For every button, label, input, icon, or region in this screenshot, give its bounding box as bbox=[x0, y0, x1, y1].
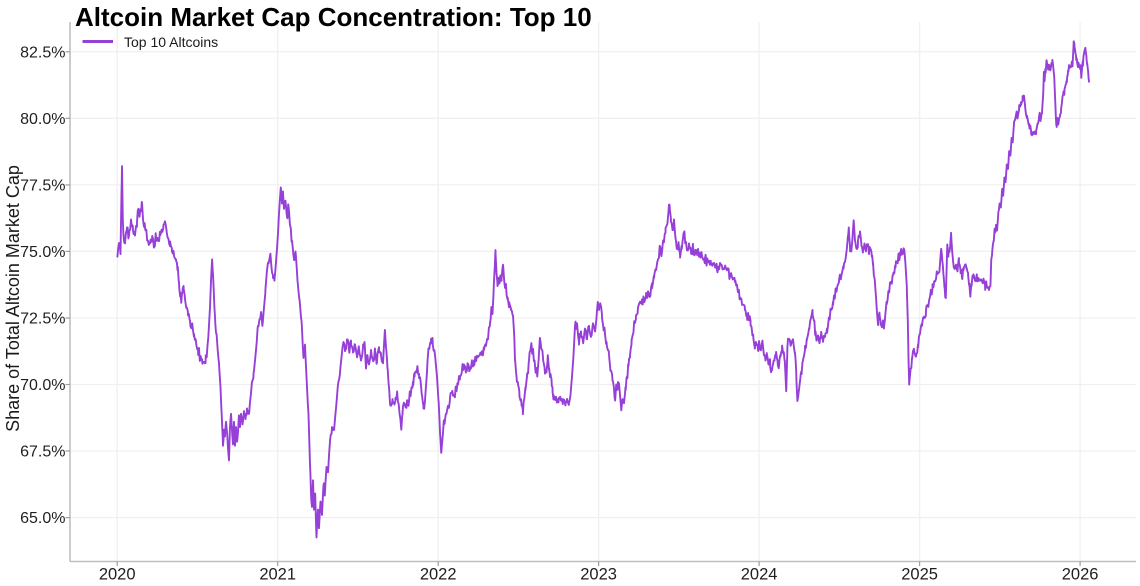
svg-text:Altcoin Market Cap Concentrati: Altcoin Market Cap Concentration: Top 10 bbox=[75, 2, 592, 32]
svg-text:2023: 2023 bbox=[580, 566, 617, 584]
svg-text:Top 10 Altcoins: Top 10 Altcoins bbox=[124, 34, 218, 50]
svg-text:Share of Total Altcoin Market: Share of Total Altcoin Market Cap bbox=[3, 165, 23, 432]
svg-text:2022: 2022 bbox=[420, 566, 457, 584]
svg-text:82.5%: 82.5% bbox=[20, 44, 65, 61]
svg-text:2024: 2024 bbox=[741, 566, 778, 584]
svg-text:77.5%: 77.5% bbox=[20, 177, 65, 194]
svg-text:2020: 2020 bbox=[99, 566, 136, 584]
svg-text:72.5%: 72.5% bbox=[20, 311, 65, 328]
svg-text:75.0%: 75.0% bbox=[20, 244, 65, 261]
svg-text:65.0%: 65.0% bbox=[20, 510, 65, 527]
svg-text:2021: 2021 bbox=[259, 566, 296, 584]
svg-text:70.0%: 70.0% bbox=[20, 377, 65, 394]
svg-text:67.5%: 67.5% bbox=[20, 444, 65, 461]
svg-text:2026: 2026 bbox=[1062, 566, 1099, 584]
svg-text:80.0%: 80.0% bbox=[20, 111, 65, 128]
svg-text:2025: 2025 bbox=[901, 566, 938, 584]
